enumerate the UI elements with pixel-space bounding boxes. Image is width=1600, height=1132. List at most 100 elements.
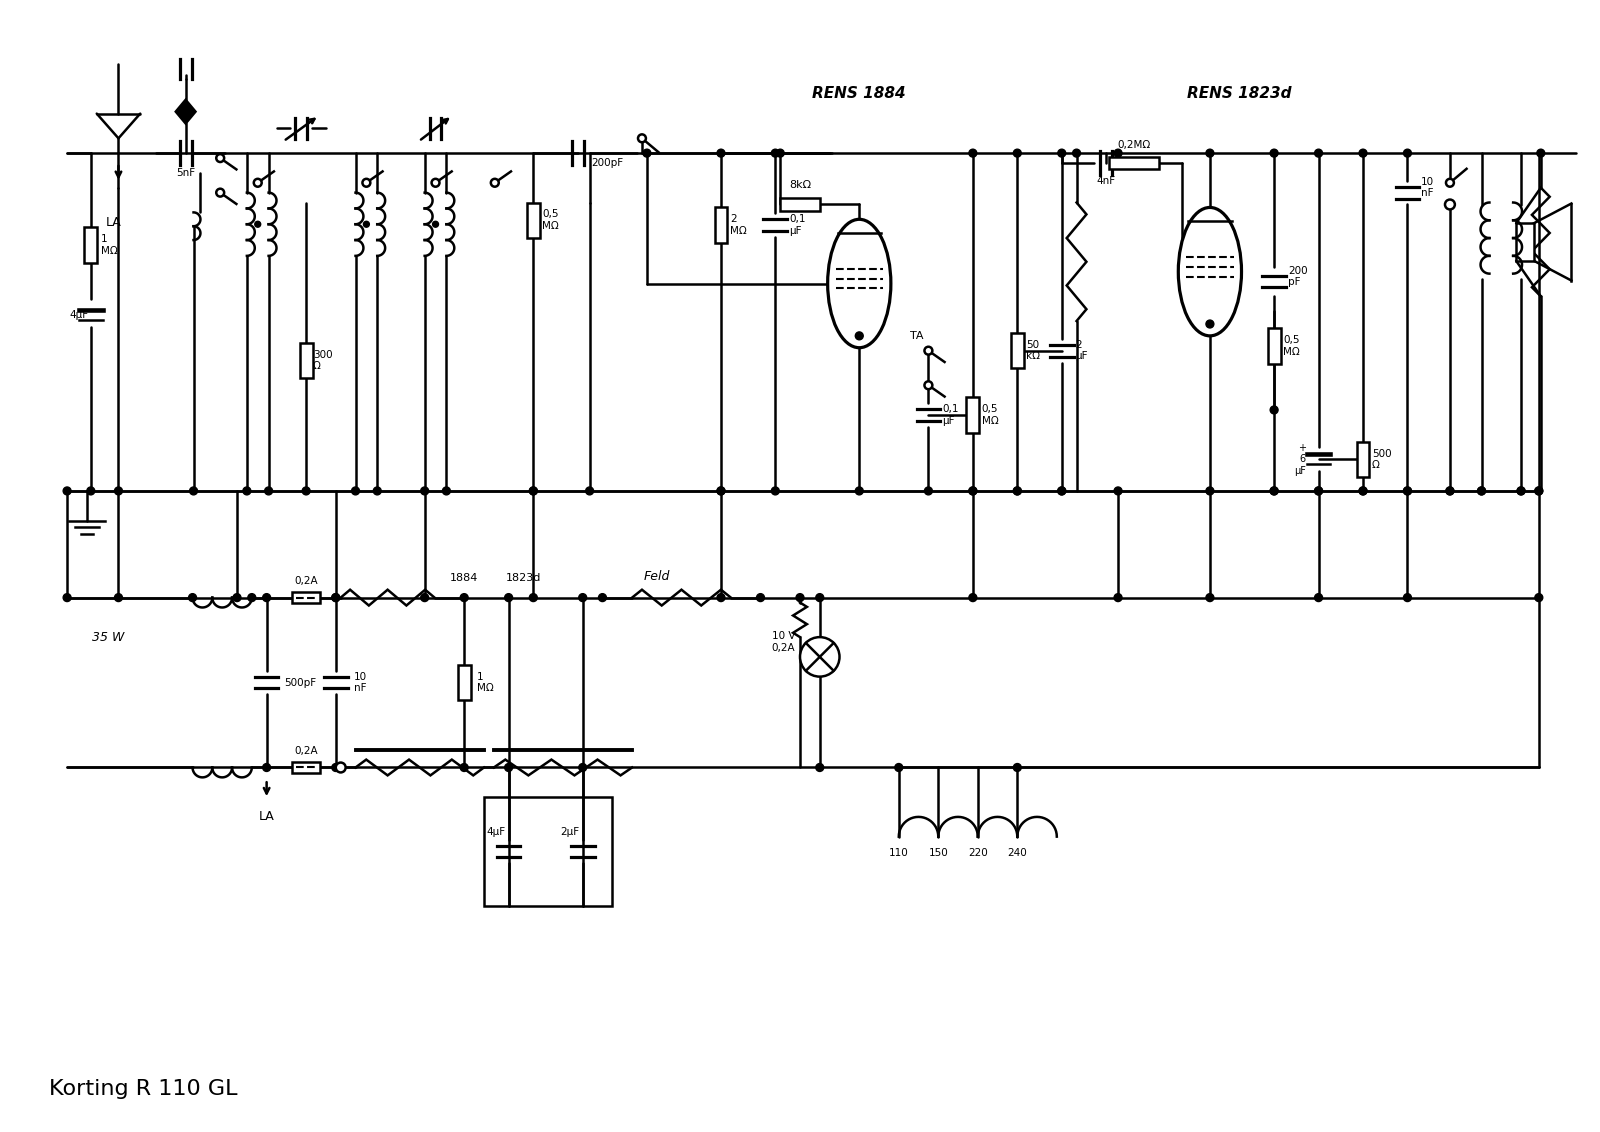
Circle shape	[331, 593, 339, 601]
Circle shape	[970, 593, 978, 601]
Circle shape	[1358, 487, 1366, 495]
Circle shape	[1072, 149, 1080, 157]
Circle shape	[1358, 487, 1366, 495]
Text: 50
kΩ: 50 kΩ	[1026, 340, 1040, 361]
Text: 240: 240	[1008, 849, 1027, 858]
Circle shape	[461, 764, 469, 771]
Circle shape	[1270, 487, 1278, 495]
Text: 150: 150	[928, 849, 949, 858]
Text: 2
MΩ: 2 MΩ	[730, 214, 747, 237]
Circle shape	[1114, 593, 1122, 601]
Circle shape	[1517, 487, 1525, 495]
Text: 4μF: 4μF	[69, 310, 88, 320]
Circle shape	[1446, 487, 1454, 495]
Circle shape	[352, 487, 360, 495]
Circle shape	[1477, 487, 1485, 495]
Text: 0,2MΩ: 0,2MΩ	[1117, 140, 1150, 151]
Circle shape	[530, 487, 538, 495]
Circle shape	[1403, 149, 1411, 157]
Text: 1823d: 1823d	[506, 573, 541, 583]
Bar	[781, 198, 819, 211]
Circle shape	[262, 764, 270, 771]
Circle shape	[86, 487, 94, 495]
Bar	[299, 343, 312, 378]
Bar	[1011, 333, 1024, 368]
Text: RENS 1884: RENS 1884	[813, 86, 906, 102]
Bar	[293, 592, 320, 603]
Circle shape	[1315, 593, 1323, 601]
Circle shape	[432, 221, 438, 228]
Circle shape	[579, 764, 587, 771]
Circle shape	[115, 487, 123, 495]
Circle shape	[1013, 487, 1021, 495]
Circle shape	[62, 487, 70, 495]
Text: 1
MΩ: 1 MΩ	[477, 671, 494, 694]
Circle shape	[336, 763, 346, 772]
Text: 0,1
μF: 0,1 μF	[789, 214, 806, 237]
Circle shape	[115, 593, 123, 601]
Bar	[1517, 223, 1534, 260]
Circle shape	[1315, 487, 1323, 495]
Circle shape	[1206, 320, 1214, 328]
Circle shape	[1270, 149, 1278, 157]
Circle shape	[504, 593, 512, 601]
Bar	[85, 228, 98, 263]
Circle shape	[970, 149, 978, 157]
Circle shape	[925, 346, 933, 354]
Circle shape	[925, 487, 933, 495]
Circle shape	[1534, 593, 1542, 601]
Bar	[483, 797, 613, 906]
Circle shape	[1058, 487, 1066, 495]
Text: 220: 220	[968, 849, 987, 858]
Circle shape	[1206, 149, 1214, 157]
Circle shape	[1477, 487, 1485, 495]
Bar	[1267, 328, 1280, 363]
Circle shape	[373, 487, 381, 495]
Circle shape	[579, 593, 587, 601]
Circle shape	[363, 221, 370, 228]
Circle shape	[776, 149, 784, 157]
Ellipse shape	[1178, 207, 1242, 336]
Circle shape	[771, 149, 779, 157]
Circle shape	[1446, 487, 1454, 495]
Circle shape	[1013, 764, 1021, 771]
Circle shape	[1058, 149, 1066, 157]
Circle shape	[970, 487, 978, 495]
Text: 0,5
MΩ: 0,5 MΩ	[542, 209, 558, 231]
Text: 0,1
μF: 0,1 μF	[942, 404, 958, 426]
Text: 500
Ω: 500 Ω	[1371, 448, 1392, 470]
Circle shape	[1534, 487, 1542, 495]
Circle shape	[530, 593, 538, 601]
Circle shape	[1445, 199, 1454, 209]
Text: 5nF: 5nF	[176, 168, 195, 178]
Text: TA: TA	[910, 331, 923, 341]
Circle shape	[62, 593, 70, 601]
Circle shape	[216, 189, 224, 197]
Text: 10
nF: 10 nF	[1421, 177, 1435, 198]
Text: 200
pF: 200 pF	[1288, 266, 1307, 288]
Circle shape	[816, 593, 824, 601]
Circle shape	[638, 135, 646, 143]
Circle shape	[1013, 149, 1021, 157]
Circle shape	[421, 487, 429, 495]
Bar	[526, 203, 539, 238]
Text: 8kΩ: 8kΩ	[789, 180, 811, 190]
Bar	[293, 762, 320, 773]
Circle shape	[1403, 487, 1411, 495]
Text: 200pF: 200pF	[592, 158, 624, 168]
Text: Korting R 110 GL: Korting R 110 GL	[50, 1079, 238, 1098]
Circle shape	[1446, 179, 1454, 187]
Circle shape	[1538, 149, 1544, 157]
Circle shape	[1206, 593, 1214, 601]
Circle shape	[432, 179, 440, 187]
Circle shape	[1403, 487, 1411, 495]
Text: 300
Ω: 300 Ω	[314, 350, 333, 371]
Ellipse shape	[827, 220, 891, 348]
Circle shape	[234, 593, 242, 601]
Text: +
6
μF: + 6 μF	[1294, 443, 1306, 475]
Polygon shape	[176, 100, 195, 123]
Circle shape	[262, 593, 270, 601]
Circle shape	[1114, 149, 1122, 157]
Circle shape	[491, 179, 499, 187]
Circle shape	[717, 149, 725, 157]
